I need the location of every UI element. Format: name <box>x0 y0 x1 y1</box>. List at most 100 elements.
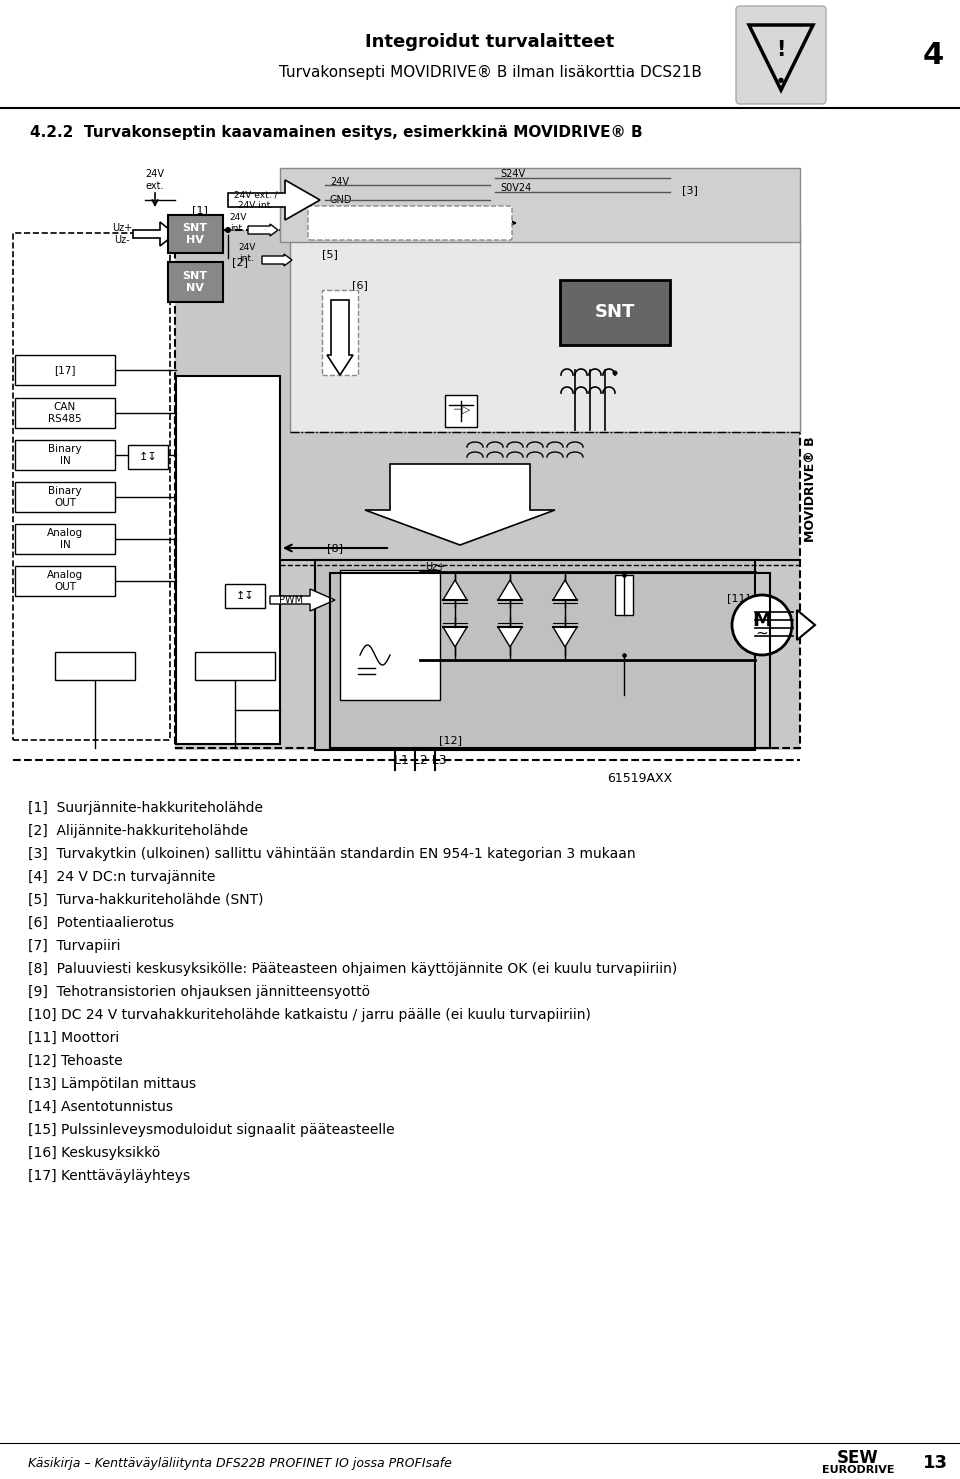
Text: [12]: [12] <box>439 735 462 745</box>
Text: PWM: PWM <box>279 595 303 605</box>
Bar <box>15 566 115 596</box>
Text: Binary
IN: Binary IN <box>48 444 82 466</box>
Bar <box>15 524 115 555</box>
Polygon shape <box>443 627 467 646</box>
FancyBboxPatch shape <box>736 6 826 104</box>
Bar <box>322 290 358 376</box>
Bar <box>560 280 670 345</box>
FancyBboxPatch shape <box>308 206 512 240</box>
Text: MOVIDRIVE® B: MOVIDRIVE® B <box>804 436 817 541</box>
Text: Turvakonsepti MOVIDRIVE® B ilman lisäkorttia DCS21B: Turvakonsepti MOVIDRIVE® B ilman lisäkor… <box>278 65 702 80</box>
Text: 24V
ext.: 24V ext. <box>146 169 164 191</box>
Polygon shape <box>228 180 320 220</box>
Text: ↥↧: ↥↧ <box>138 453 157 461</box>
Bar <box>15 355 115 385</box>
Bar <box>175 231 800 748</box>
Text: 24V ext. /
24V int.: 24V ext. / 24V int. <box>234 191 277 210</box>
Bar <box>280 169 800 243</box>
Bar <box>175 231 800 750</box>
Text: [16] Keskusyksikkö: [16] Keskusyksikkö <box>28 1146 160 1160</box>
Text: [12] Tehoaste: [12] Tehoaste <box>28 1055 123 1068</box>
Text: [15]: [15] <box>188 593 211 603</box>
Text: SNT
HV: SNT HV <box>182 223 207 246</box>
Text: [10] DC 24 V turvahakkuriteholähde katkaistu / jarru päälle (ei kuulu turvapiiri: [10] DC 24 V turvahakkuriteholähde katka… <box>28 1009 590 1022</box>
Text: 24V
int.: 24V int. <box>229 213 247 232</box>
Polygon shape <box>553 580 577 600</box>
Text: [1]  Suurjännite-hakkuriteholähde: [1] Suurjännite-hakkuriteholähde <box>28 802 263 815</box>
Text: Uz+
Uz-: Uz+ Uz- <box>112 223 132 246</box>
Text: 24V: 24V <box>330 177 349 186</box>
Bar <box>15 439 115 470</box>
Text: S24V: S24V <box>500 169 525 179</box>
Text: [13] Lämpötilan mittaus: [13] Lämpötilan mittaus <box>28 1077 196 1092</box>
Text: 4: 4 <box>923 40 944 70</box>
Bar <box>15 398 115 427</box>
Text: ↥↧: ↥↧ <box>235 592 254 600</box>
Text: [6]: [6] <box>352 280 368 290</box>
Text: [8]  Paluuviesti keskusyksikölle: Pääteasteen ohjaimen käyttöjännite OK (ei kuul: [8] Paluuviesti keskusyksikölle: Pääteas… <box>28 961 677 976</box>
FancyArrow shape <box>327 300 353 376</box>
FancyArrow shape <box>248 223 278 237</box>
Text: 61519AXX: 61519AXX <box>608 772 673 784</box>
Text: [17] Kenttäväyläyhteys: [17] Kenttäväyläyhteys <box>28 1168 190 1183</box>
Text: Uz+: Uz+ <box>425 562 445 572</box>
Text: [16]: [16] <box>199 456 222 464</box>
Text: [7]  Turvapiiri: [7] Turvapiiri <box>28 939 121 952</box>
Text: ⊣▷: ⊣▷ <box>452 407 470 416</box>
Text: [11] Moottori: [11] Moottori <box>28 1031 119 1046</box>
Text: [3]: [3] <box>682 185 698 195</box>
Text: SEW: SEW <box>837 1449 878 1467</box>
Text: 4.2.2  Turvakonseptin kaavamainen esitys, esimerkkinä MOVIDRIVE® B: 4.2.2 Turvakonseptin kaavamainen esitys,… <box>30 126 642 141</box>
Polygon shape <box>498 627 522 646</box>
Circle shape <box>612 371 617 376</box>
Text: ●: ● <box>778 77 784 83</box>
Text: SNT
NV: SNT NV <box>182 271 207 293</box>
Bar <box>128 445 168 469</box>
Bar <box>15 482 115 512</box>
Text: [4]  24 V DC:n turvajännite: [4] 24 V DC:n turvajännite <box>28 870 215 884</box>
Text: M: M <box>753 611 772 630</box>
Text: [4]: [4] <box>467 217 483 226</box>
Bar <box>176 376 280 744</box>
Text: [8]: [8] <box>327 543 343 553</box>
Text: [2]  Alijännite-hakkuriteholähde: [2] Alijännite-hakkuriteholähde <box>28 824 248 839</box>
Text: [10]: [10] <box>324 561 347 569</box>
Text: CAN
RS485: CAN RS485 <box>48 402 82 424</box>
Circle shape <box>225 226 231 234</box>
FancyArrow shape <box>262 254 292 266</box>
Text: [13 ]: [13 ] <box>222 661 249 671</box>
Polygon shape <box>443 580 467 600</box>
Text: [15] Pulssinleveysmoduloidut signaalit pääteasteelle: [15] Pulssinleveysmoduloidut signaalit p… <box>28 1123 395 1137</box>
Bar <box>340 569 440 700</box>
Bar <box>330 572 770 748</box>
Text: Uz-: Uz- <box>425 661 441 671</box>
Text: Analog
OUT: Analog OUT <box>47 571 84 592</box>
Text: [7]: [7] <box>202 290 218 300</box>
Text: [14]: [14] <box>84 661 107 671</box>
Polygon shape <box>133 222 175 246</box>
Text: Integroidut turvalaitteet: Integroidut turvalaitteet <box>366 33 614 50</box>
Text: !: ! <box>777 40 785 59</box>
Text: [6]  Potentiaalierotus: [6] Potentiaalierotus <box>28 916 174 930</box>
Text: [5]: [5] <box>322 248 338 259</box>
Text: [3]  Turvakytkin (ulkoinen) sallittu vähintään standardin EN 954-1 kategorian 3 : [3] Turvakytkin (ulkoinen) sallittu vähi… <box>28 847 636 861</box>
Text: Analog
IN: Analog IN <box>47 528 84 550</box>
Text: [17]: [17] <box>55 365 76 376</box>
Bar <box>168 214 223 253</box>
Bar <box>315 561 755 750</box>
Polygon shape <box>553 627 577 646</box>
Text: GND: GND <box>330 195 352 206</box>
Text: ~: ~ <box>756 626 768 640</box>
Text: SNT: SNT <box>595 303 636 321</box>
Bar <box>615 575 633 615</box>
Bar <box>55 652 135 680</box>
Text: 13: 13 <box>923 1454 948 1472</box>
Text: EURODRIVE: EURODRIVE <box>822 1466 895 1475</box>
Bar <box>195 652 275 680</box>
Bar <box>290 240 800 432</box>
Text: [5]  Turva-hakkuriteholähde (SNT): [5] Turva-hakkuriteholähde (SNT) <box>28 893 263 907</box>
Text: [1]: [1] <box>192 206 208 214</box>
Text: Käsikirja – Kenttäväyläliitynta DFS22B PROFINET IO jossa PROFIsafe: Käsikirja – Kenttäväyläliitynta DFS22B P… <box>28 1457 452 1470</box>
Polygon shape <box>797 609 815 640</box>
Polygon shape <box>365 464 555 544</box>
